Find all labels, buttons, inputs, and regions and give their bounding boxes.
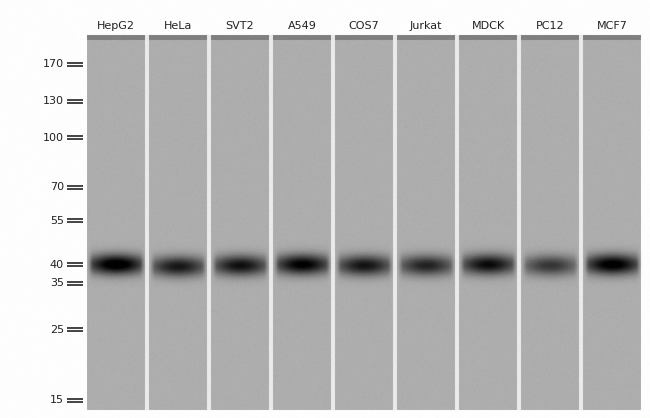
Text: PC12: PC12	[536, 21, 564, 31]
Text: HepG2: HepG2	[97, 21, 135, 31]
Text: MDCK: MDCK	[471, 21, 504, 31]
Text: 40: 40	[50, 260, 64, 270]
Text: COS7: COS7	[348, 21, 380, 31]
Text: 15: 15	[50, 395, 64, 405]
Text: 70: 70	[50, 182, 64, 192]
Text: 170: 170	[43, 59, 64, 69]
Text: 100: 100	[43, 133, 64, 143]
Text: 35: 35	[50, 278, 64, 288]
Text: 130: 130	[43, 97, 64, 107]
Text: HeLa: HeLa	[164, 21, 192, 31]
Text: 25: 25	[50, 325, 64, 335]
Text: SVT2: SVT2	[226, 21, 254, 31]
Text: Jurkat: Jurkat	[410, 21, 442, 31]
Text: A549: A549	[287, 21, 317, 31]
Text: 55: 55	[50, 216, 64, 226]
Text: MCF7: MCF7	[597, 21, 627, 31]
